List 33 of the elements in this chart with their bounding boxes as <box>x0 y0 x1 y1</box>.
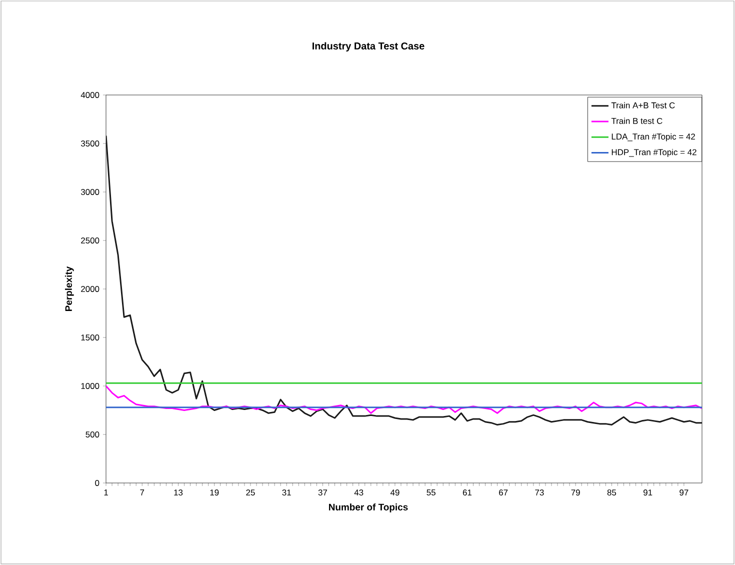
x-axis-title: Number of Topics <box>329 504 408 512</box>
x-tick-label: 43 <box>354 490 364 496</box>
y-tick-label: 4000 <box>80 92 100 98</box>
legend-label: Train A+B Test C <box>611 102 675 108</box>
x-tick-label: 79 <box>571 490 580 496</box>
legend-label: HDP_Tran #Topic = 42 <box>612 148 696 157</box>
y-tick-label: 500 <box>86 431 100 438</box>
legend-label: Train B test C <box>611 118 662 124</box>
x-tick-label: 55 <box>426 490 436 496</box>
x-tick-label: 25 <box>246 490 255 496</box>
y-tick-label: 0 <box>95 480 100 486</box>
x-tick-label: 61 <box>462 490 472 496</box>
y-axis-title: Perplexity <box>64 266 74 311</box>
y-tick-label: 3000 <box>80 188 100 195</box>
x-tick-label: 37 <box>318 490 328 496</box>
x-tick-label: 1 <box>104 490 108 496</box>
x-tick-label: 7 <box>140 490 144 496</box>
y-tick-label: 2000 <box>81 286 100 292</box>
x-tick-label: 73 <box>535 490 544 496</box>
x-tick-label: 85 <box>607 490 616 496</box>
x-tick-label: 31 <box>282 490 291 496</box>
chart-title: Industry Data Test Case <box>312 42 424 52</box>
legend-label: LDA_Tran #Topic = 42 <box>612 133 695 142</box>
y-tick-label: 3500 <box>80 140 100 146</box>
y-tick-label: 1000 <box>81 382 100 389</box>
x-tick-label: 67 <box>499 490 508 496</box>
x-tick-label: 13 <box>174 490 183 496</box>
x-tick-label: 49 <box>390 490 400 496</box>
x-tick-label: 97 <box>680 490 688 496</box>
x-tick-label: 19 <box>210 490 219 496</box>
x-tick-label: 91 <box>643 490 652 496</box>
y-tick-label: 2500 <box>81 237 100 244</box>
y-tick-label: 1500 <box>81 334 100 340</box>
